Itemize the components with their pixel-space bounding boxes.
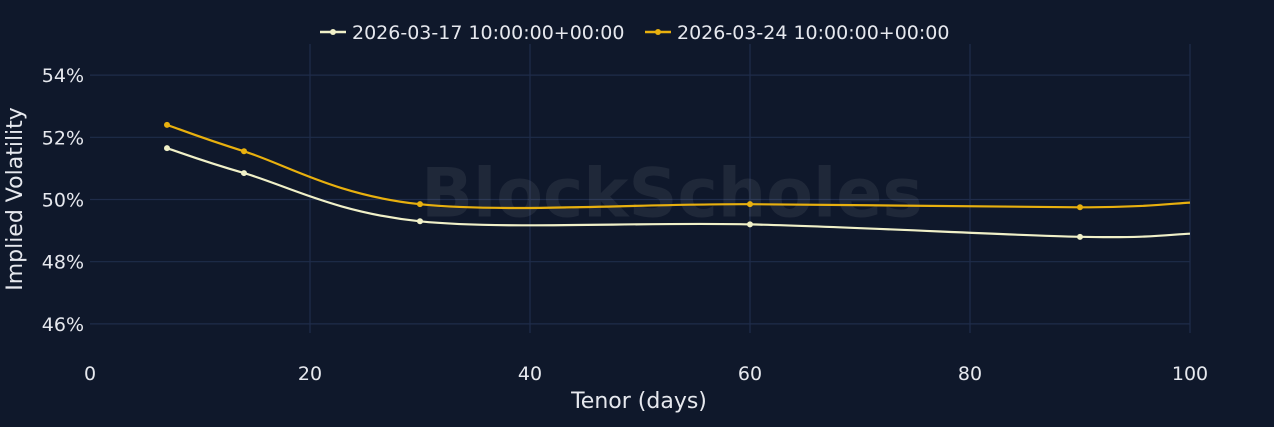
legend-swatch-marker xyxy=(330,29,336,35)
x-tick-label: 20 xyxy=(298,363,322,385)
series-1 xyxy=(164,145,1191,240)
data-point[interactable] xyxy=(747,221,753,228)
data-point[interactable] xyxy=(417,201,423,208)
data-point[interactable] xyxy=(241,148,247,155)
legend[interactable]: 2026-03-17 10:00:00+00:00 2026-03-24 10:0… xyxy=(320,22,949,44)
series-2 xyxy=(164,121,1191,211)
legend-item[interactable]: 2026-03-24 10:00:00+00:00 xyxy=(645,22,949,44)
x-tick-label: 60 xyxy=(738,363,762,385)
x-tick-label: 40 xyxy=(518,363,542,385)
x-tick-label: 100 xyxy=(1172,363,1208,385)
data-point[interactable] xyxy=(747,201,753,208)
data-point[interactable] xyxy=(1077,233,1083,240)
data-point[interactable] xyxy=(1077,204,1083,211)
x-tick-label: 80 xyxy=(958,363,982,385)
y-axis-ticks: 46% 48% 50% 52% 54% xyxy=(42,65,84,336)
y-tick-label: 50% xyxy=(42,190,84,212)
series xyxy=(164,121,1191,240)
x-tick-label: 0 xyxy=(84,363,96,385)
legend-item[interactable]: 2026-03-17 10:00:00+00:00 xyxy=(320,22,624,44)
legend-swatch-marker xyxy=(655,29,661,35)
watermark: BlockScholes xyxy=(421,155,923,234)
y-tick-label: 48% xyxy=(42,252,84,274)
grid xyxy=(90,44,1191,333)
y-tick-label: 46% xyxy=(42,314,84,336)
x-axis-ticks: 0 20 40 60 80 100 xyxy=(84,363,1208,385)
y-axis-label: Implied Volatility xyxy=(3,107,28,291)
data-point[interactable] xyxy=(417,218,423,225)
legend-label: 2026-03-24 10:00:00+00:00 xyxy=(677,22,949,44)
data-point[interactable] xyxy=(241,170,247,177)
data-point[interactable] xyxy=(164,145,170,152)
y-tick-label: 52% xyxy=(42,127,84,149)
y-tick-label: 54% xyxy=(42,65,84,87)
legend-label: 2026-03-17 10:00:00+00:00 xyxy=(352,22,624,44)
data-point[interactable] xyxy=(164,121,170,128)
x-axis-label: Tenor (days) xyxy=(570,389,707,414)
